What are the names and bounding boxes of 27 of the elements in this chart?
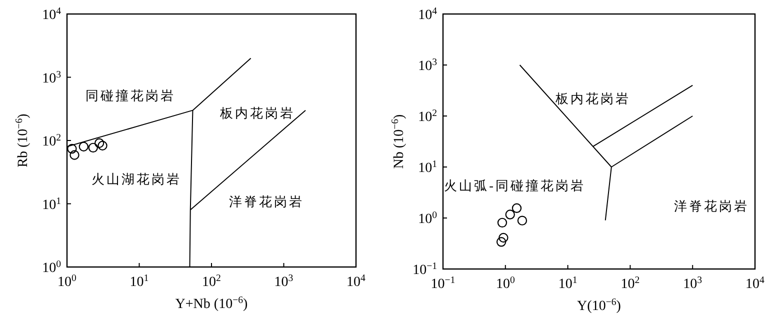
annotation: 同碰撞花岗岩 <box>86 88 176 103</box>
y-tick-label: 10$^{0}$ <box>418 210 438 227</box>
annotation: 火山湖花岗岩 <box>91 171 182 186</box>
x-tick-label: 10$^{1}$ <box>558 274 578 292</box>
y-tick-label: 10$^{4}$ <box>418 6 438 23</box>
annotation: 洋脊花岗岩 <box>674 198 749 214</box>
x-tick-label: 10$^{4}$ <box>346 272 366 290</box>
annotation: 火山弧-同碰撞花岗岩 <box>444 178 586 193</box>
y-tick-label: 10$^{3}$ <box>42 68 62 86</box>
y-tick-label: 10$^{1}$ <box>42 195 62 213</box>
x-axis-title: Y+Nb (10$^{−6}$) <box>175 294 248 312</box>
annotation: 洋脊花岗岩 <box>228 194 304 210</box>
y-tick-label: 10$^{2}$ <box>42 132 62 150</box>
y-tick-label: 10$^{4}$ <box>42 6 62 23</box>
y-tick-label: 10$^{1}$ <box>418 158 438 176</box>
x-tick-label: 10$^{1}$ <box>130 272 149 290</box>
x-tick-label: 10$^{3}$ <box>274 272 294 290</box>
x-tick-label: 10$^{2}$ <box>620 274 640 292</box>
annotation: 板内花岗岩 <box>554 91 630 106</box>
x-tick-label: 10$^{0}$ <box>496 274 515 292</box>
x-tick-label: 10$^{2}$ <box>202 272 222 290</box>
x-tick-label: 10$^{3}$ <box>683 274 702 292</box>
y-tick-label: 10$^{2}$ <box>418 108 438 125</box>
x-tick-label: 10$^{4}$ <box>746 274 765 292</box>
y-tick-label: 10$^{3}$ <box>418 56 438 74</box>
annotation: 板内花岗岩 <box>219 106 296 121</box>
x-axis-title: Y(10$^{−6}$) <box>577 296 622 314</box>
